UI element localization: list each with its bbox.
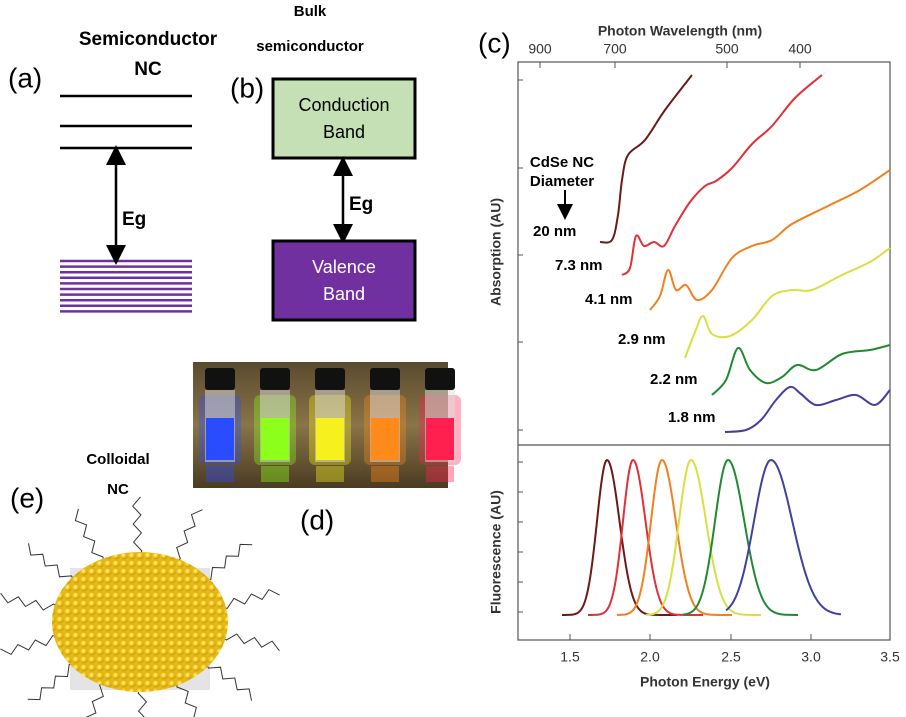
ligand bbox=[173, 510, 203, 566]
vial-liquid bbox=[426, 418, 454, 460]
vial-liquid bbox=[206, 418, 234, 460]
conduction-band bbox=[273, 79, 415, 158]
vial-liquid bbox=[261, 418, 289, 460]
panel-c: (c) Photon Wavelength (nm) Photon Energy… bbox=[478, 23, 900, 690]
reflection bbox=[261, 466, 289, 482]
fluorescence-curve bbox=[726, 460, 841, 614]
gap-label: Eg bbox=[122, 209, 146, 230]
vial-liquid bbox=[371, 418, 399, 460]
size-label: 1.8 nm bbox=[668, 409, 716, 426]
tick-marks bbox=[518, 62, 890, 640]
vial-liquid bbox=[316, 418, 344, 460]
fluorescence-curve bbox=[588, 460, 703, 615]
panel-d: (d) bbox=[193, 362, 461, 535]
tick-label: 900 bbox=[528, 41, 552, 57]
panel-title: Bulk bbox=[294, 3, 327, 20]
panel-title: semiconductor bbox=[256, 38, 364, 55]
panel-label: (d) bbox=[300, 504, 334, 535]
reflection bbox=[206, 466, 234, 482]
reflection bbox=[316, 466, 344, 482]
vial-cap bbox=[315, 368, 345, 390]
axis-title: Absorption (AU) bbox=[488, 198, 504, 306]
vial-cap bbox=[370, 368, 400, 390]
absorption-curve bbox=[622, 75, 822, 275]
size-label: 2.9 nm bbox=[618, 331, 666, 348]
ligand bbox=[1, 593, 62, 610]
ligand bbox=[75, 509, 103, 567]
absorption-curve bbox=[712, 345, 890, 395]
band-label: Band bbox=[323, 122, 365, 142]
tick-label: 700 bbox=[603, 41, 627, 57]
panel-b: (b) Bulk semiconductor Conduction Band E… bbox=[230, 3, 415, 320]
panel-a: (a) Semiconductor NC Eg bbox=[8, 29, 218, 311]
panel-title: NC bbox=[107, 481, 129, 498]
tick-label: 2.5 bbox=[721, 649, 741, 665]
tick-label: 500 bbox=[715, 41, 739, 57]
panel-title: NC bbox=[134, 59, 162, 80]
panel-label: (b) bbox=[230, 72, 264, 103]
ligand bbox=[218, 590, 280, 609]
band-label: Valence bbox=[312, 257, 376, 277]
band-label: Band bbox=[323, 284, 365, 304]
axis-title: Photon Energy (eV) bbox=[640, 674, 770, 690]
ligand bbox=[218, 634, 279, 651]
panel-title: Colloidal bbox=[86, 451, 149, 468]
axes bbox=[518, 62, 890, 640]
ligand bbox=[0, 636, 62, 655]
ligand bbox=[204, 659, 252, 700]
panel-label: (a) bbox=[8, 62, 42, 93]
gap-label: Eg bbox=[349, 194, 373, 215]
vial-cap bbox=[205, 368, 235, 390]
reflection bbox=[371, 466, 399, 482]
valence-band bbox=[273, 241, 415, 320]
size-label: 20 nm bbox=[533, 223, 576, 240]
tick-label: 3.0 bbox=[801, 649, 821, 665]
vial-cap bbox=[425, 368, 455, 390]
axis-title: Photon Wavelength (nm) bbox=[598, 23, 762, 39]
reflection bbox=[426, 466, 454, 482]
axis-title: Fluorescence (AU) bbox=[488, 490, 504, 614]
legend-title: CdSe NC bbox=[530, 154, 594, 171]
fluorescence-curve bbox=[617, 460, 732, 615]
ligand bbox=[29, 543, 77, 584]
tick-label: 400 bbox=[788, 41, 812, 57]
size-label: 4.1 nm bbox=[585, 291, 633, 308]
figure: (a) Semiconductor NC Eg (b) Bulk semicon… bbox=[0, 0, 906, 717]
fluorescence-curve bbox=[562, 460, 677, 615]
absorption-curve bbox=[685, 248, 890, 358]
valence-levels bbox=[60, 261, 192, 311]
size-label: 2.2 nm bbox=[650, 371, 698, 388]
legend-title: Diameter bbox=[530, 173, 594, 190]
tick-label: 3.5 bbox=[880, 649, 900, 665]
band-label: Conduction bbox=[298, 95, 389, 115]
ligand bbox=[133, 497, 142, 560]
absorption-curve bbox=[650, 170, 890, 310]
panel-e: Colloidal NC (e) bbox=[0, 451, 279, 717]
energy-levels bbox=[60, 96, 192, 148]
tick-label: 2.0 bbox=[640, 649, 660, 665]
absorption-curve bbox=[600, 75, 692, 243]
vial-cap bbox=[260, 368, 290, 390]
absorption-curve bbox=[725, 387, 890, 432]
size-label: 7.3 nm bbox=[555, 257, 603, 274]
panel-label: (c) bbox=[478, 27, 511, 58]
panel-title: Semiconductor bbox=[79, 29, 218, 50]
panel-label: (e) bbox=[10, 482, 44, 513]
spectra bbox=[562, 75, 890, 615]
tick-label: 1.5 bbox=[560, 649, 580, 665]
nanocrystal-atoms bbox=[52, 552, 228, 692]
